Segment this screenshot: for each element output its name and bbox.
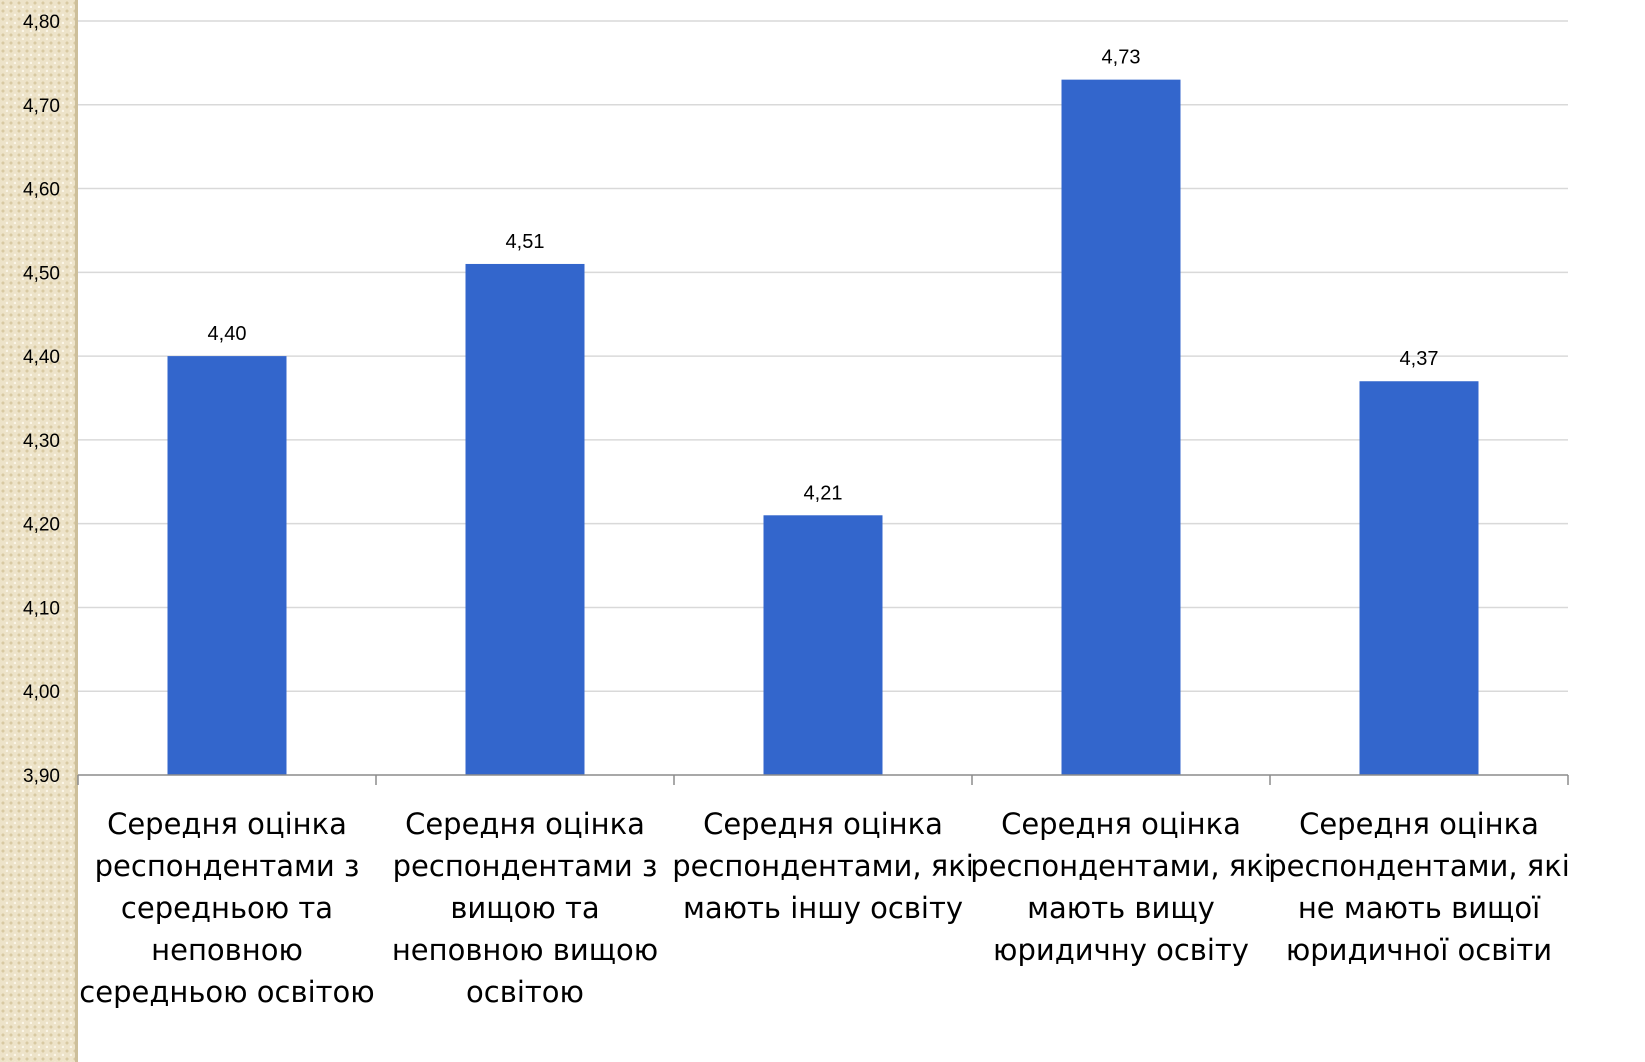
y-tick-label: 4,10 xyxy=(23,598,60,619)
category-label-line: не мають вищої xyxy=(1298,891,1541,925)
category-label-line: Середня оцінка xyxy=(405,807,645,841)
category-label-line: неповною xyxy=(151,933,303,967)
category-label: Середня оцінка респондентами з середньою т… xyxy=(79,807,374,1009)
category-label-line: юридичної освіти xyxy=(1286,933,1552,967)
decorative-side-strip xyxy=(0,0,78,1062)
y-tick-label: 4,30 xyxy=(23,431,60,452)
y-tick-label: 4,60 xyxy=(23,180,60,201)
category-label-line: юридичну освіту xyxy=(993,933,1249,967)
category-label-line: Середня оцінка xyxy=(1299,807,1539,841)
category-label: Середня оцінка респондентами з вищою та неп… xyxy=(392,807,658,1009)
y-tick-label: 4,70 xyxy=(23,96,60,117)
category-label-line: вищою та xyxy=(450,891,599,925)
category-label-line: Середня оцінка xyxy=(703,807,943,841)
bar xyxy=(763,515,883,775)
category-label-line: респондентами, які xyxy=(672,849,974,883)
category-label-line: середньою освітою xyxy=(79,975,374,1009)
y-tick-label: 4,20 xyxy=(23,515,60,536)
category-label-line: Середня оцінка xyxy=(107,807,347,841)
data-label: 4,21 xyxy=(804,482,843,504)
y-tick-label: 4,50 xyxy=(23,263,60,284)
data-label: 4,51 xyxy=(506,231,545,253)
category-label-line: мають вищу xyxy=(1027,891,1215,925)
bar xyxy=(465,263,585,775)
bar xyxy=(1359,381,1479,775)
y-tick-label: 4,40 xyxy=(23,347,60,368)
data-label: 4,73 xyxy=(1102,47,1141,69)
y-tick-label: 4,00 xyxy=(23,682,60,703)
data-label: 4,40 xyxy=(208,323,247,345)
category-label-line: респондентами з xyxy=(95,849,360,883)
category-label-line: освітою xyxy=(466,975,584,1009)
category-label-line: неповною вищою xyxy=(392,933,658,967)
category-label-line: мають іншу освіту xyxy=(683,891,963,925)
category-label: Середня оцінка респондентами, які мають ін… xyxy=(672,807,974,925)
category-label-line: респондентами, які xyxy=(1268,849,1570,883)
y-tick-label: 3,90 xyxy=(23,766,60,787)
data-label: 4,37 xyxy=(1400,348,1439,370)
bar xyxy=(1061,79,1181,775)
y-tick-label: 4,80 xyxy=(23,12,60,33)
category-label-line: Середня оцінка xyxy=(1001,807,1241,841)
category-label: Середня оцінка респондентами, які мають ви… xyxy=(970,807,1272,967)
category-label-line: респондентами з xyxy=(393,849,658,883)
category-label-line: респондентами, які xyxy=(970,849,1272,883)
category-label: Середня оцінка респондентами, які не мають… xyxy=(1268,807,1570,967)
bar xyxy=(167,356,287,775)
category-label-line: середньою та xyxy=(121,891,333,925)
